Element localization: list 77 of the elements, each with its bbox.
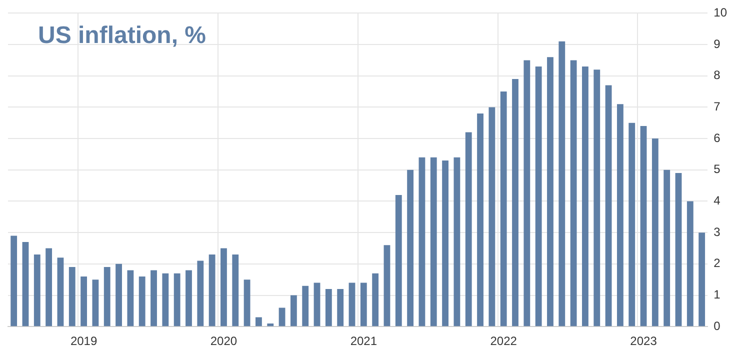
- bar: [558, 41, 566, 326]
- bar: [46, 248, 52, 326]
- bar: [244, 280, 250, 326]
- bar: [488, 107, 496, 326]
- bar: [127, 270, 134, 326]
- bar: [68, 267, 76, 326]
- y-tick-label: 2: [714, 256, 721, 270]
- x-tick-label: 2020: [210, 334, 238, 348]
- y-tick-label: 7: [714, 100, 721, 114]
- bar: [314, 282, 320, 326]
- bar: [220, 248, 227, 326]
- bar: [535, 66, 542, 326]
- y-tick-label: 10: [714, 6, 728, 20]
- bar: [256, 317, 262, 326]
- y-tick-label: 6: [714, 130, 721, 145]
- bar: [92, 280, 99, 326]
- y-tick-label: 0: [714, 318, 721, 333]
- y-tick-label: 5: [714, 162, 721, 176]
- bar: [372, 273, 379, 326]
- bar: [34, 254, 40, 326]
- bar: [348, 282, 356, 326]
- bar: [232, 254, 239, 326]
- bar: [290, 295, 297, 326]
- bar: [186, 270, 192, 326]
- bar: [150, 270, 157, 326]
- bar: [197, 260, 204, 326]
- bar: [360, 282, 367, 326]
- bar: [395, 194, 402, 326]
- bar: [524, 60, 530, 326]
- y-tick-label: 1: [714, 288, 721, 302]
- bar: [442, 160, 448, 326]
- y-tick-label: 4: [714, 194, 721, 208]
- bar: [454, 157, 460, 326]
- bar: [686, 201, 694, 326]
- x-tick-label: 2019: [70, 334, 98, 348]
- bar: [80, 276, 88, 326]
- bar: [512, 79, 518, 326]
- bar: [57, 258, 64, 326]
- bar: [547, 57, 554, 326]
- x-tick-label: 2021: [350, 334, 378, 348]
- bar: [675, 173, 682, 326]
- bar: [652, 138, 658, 326]
- bar: [267, 323, 274, 326]
- bar: [582, 66, 588, 326]
- y-tick-label: 9: [714, 36, 721, 51]
- bar: [477, 113, 484, 326]
- bar: [407, 170, 414, 326]
- x-tick-label: 2023: [630, 334, 658, 348]
- bar: [418, 157, 426, 326]
- bar: [430, 157, 437, 326]
- bar: [208, 254, 216, 326]
- bar: [465, 132, 472, 326]
- bar: [570, 60, 577, 326]
- chart-title: US inflation, %: [38, 22, 206, 50]
- bar: [325, 288, 332, 326]
- bar: [594, 70, 600, 326]
- bar: [628, 122, 636, 326]
- bar: [384, 245, 390, 326]
- y-tick-label: 3: [714, 224, 721, 239]
- bar: [664, 170, 670, 326]
- bar: [278, 308, 286, 326]
- bar: [10, 236, 18, 326]
- bar: [138, 276, 146, 326]
- bar: [616, 104, 624, 326]
- bar: [640, 126, 647, 326]
- bar: [500, 92, 507, 326]
- bar: [337, 288, 344, 326]
- bar: [605, 85, 612, 326]
- y-tick-label: 8: [714, 68, 721, 82]
- bar: [162, 273, 169, 326]
- bar: [22, 242, 29, 326]
- x-tick-label: 2022: [490, 334, 518, 348]
- bar: [116, 264, 122, 326]
- bar: [174, 273, 180, 326]
- bar: [302, 286, 309, 326]
- bar: [698, 232, 706, 326]
- bar: [104, 267, 110, 326]
